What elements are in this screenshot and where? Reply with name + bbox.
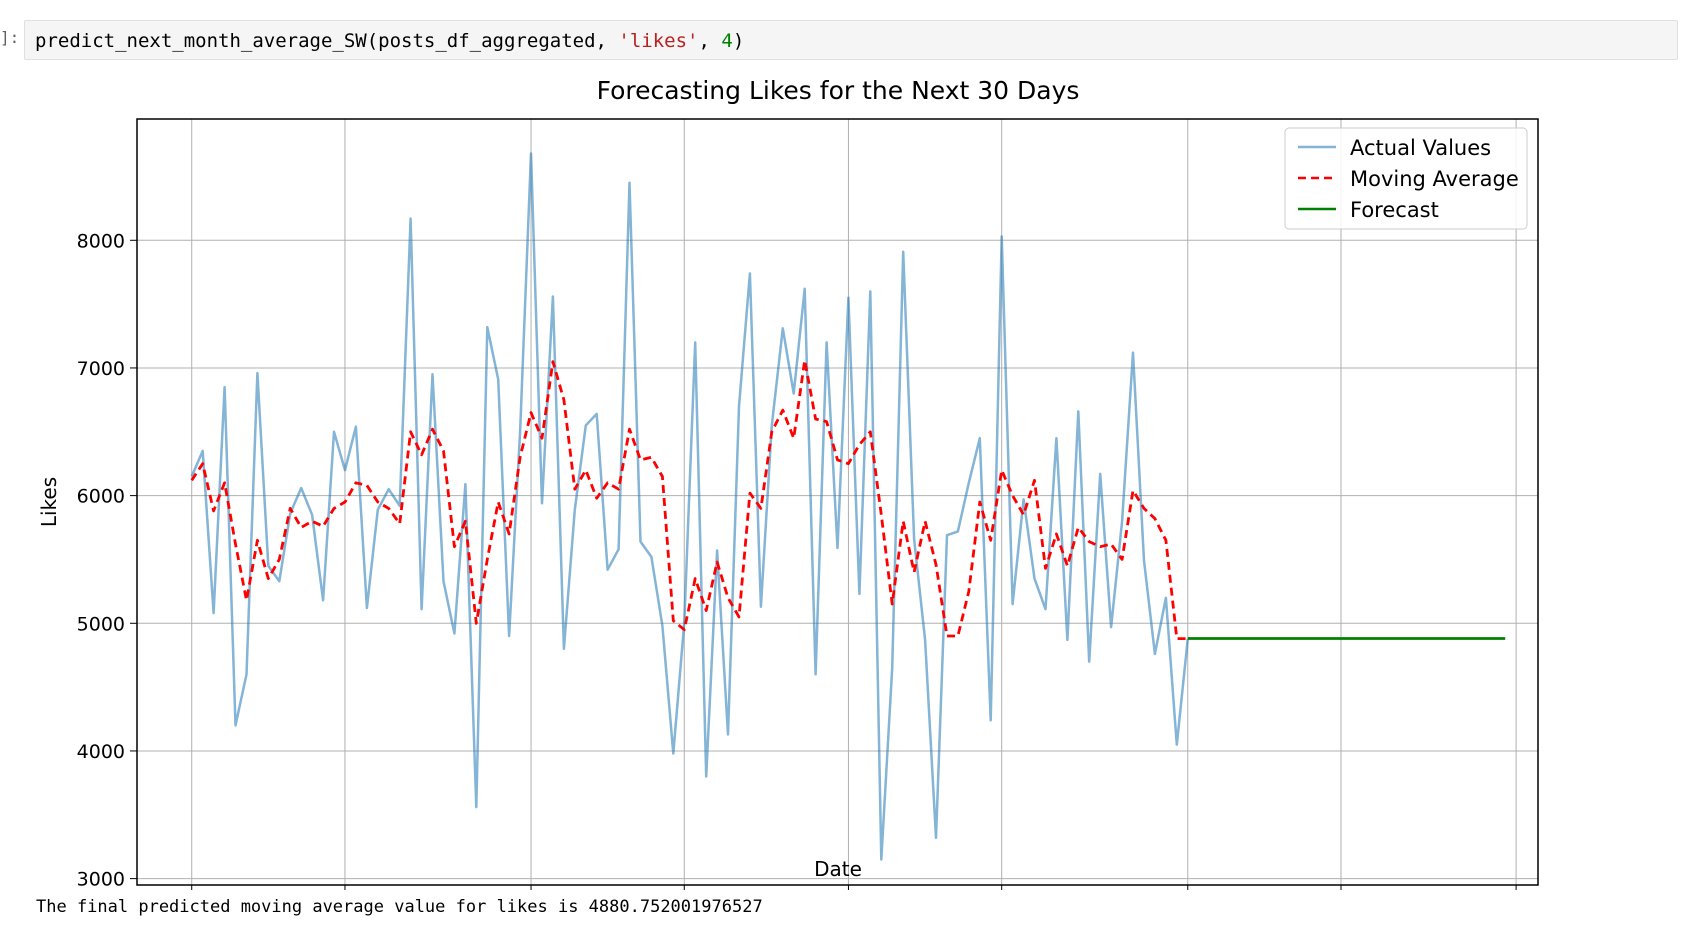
y-tick-label: 6000 xyxy=(77,486,125,508)
legend-label-moving-average: Moving Average xyxy=(1350,167,1519,191)
code-function-call: predict_next_month_average_SW(posts_df_a… xyxy=(35,30,619,52)
code-string-arg: 'likes' xyxy=(618,30,699,52)
y-axis-label: Likes xyxy=(37,477,61,527)
series-line-actual-values xyxy=(190,152,1190,861)
axis-ticks: 2024-01-012024-01-152024-02-012024-02-15… xyxy=(77,230,1517,890)
cell-prompt: ]: xyxy=(0,28,20,47)
code-number-arg: 4 xyxy=(721,30,733,52)
code-close-paren: ) xyxy=(732,30,745,52)
code-separator: , xyxy=(698,30,722,52)
code-cell[interactable]: predict_next_month_average_SW(posts_df_a… xyxy=(24,20,1678,60)
series-lines xyxy=(190,152,1506,861)
x-axis-label: Date xyxy=(814,857,862,881)
y-tick-label: 5000 xyxy=(77,613,125,635)
code-line: predict_next_month_average_SW(posts_df_a… xyxy=(35,30,744,52)
legend-label-forecast: Forecast xyxy=(1350,198,1439,222)
y-tick-label: 3000 xyxy=(77,869,125,890)
output-text: The final predicted moving average value… xyxy=(36,897,763,917)
chart-title: Forecasting Likes for the Next 30 Days xyxy=(597,76,1080,105)
y-tick-label: 7000 xyxy=(77,358,125,380)
forecast-chart: Forecasting Likes for the Next 30 Days 2… xyxy=(37,76,1539,890)
y-tick-label: 8000 xyxy=(77,230,125,252)
legend-box xyxy=(1284,127,1528,230)
legend-label-actual: Actual Values xyxy=(1350,136,1491,160)
legend: Actual Values Moving Average Forecast xyxy=(1284,127,1528,230)
series-line-moving-average xyxy=(190,358,1188,640)
plot-area-frame xyxy=(136,118,1539,886)
grid-lines xyxy=(137,119,1538,885)
y-tick-label: 4000 xyxy=(77,741,125,763)
